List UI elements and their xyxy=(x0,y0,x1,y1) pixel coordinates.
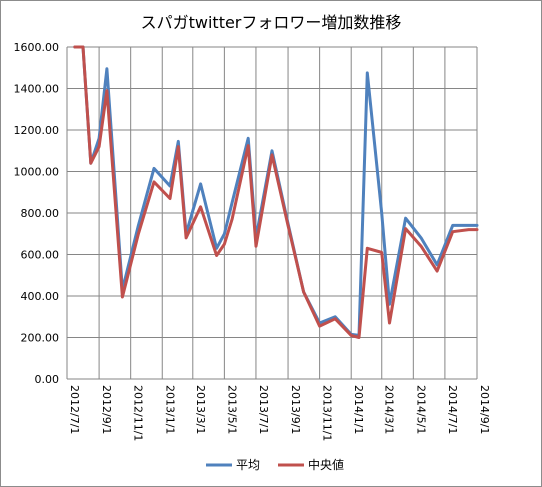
legend-label-1: 平均 xyxy=(236,458,260,472)
x-tick-label: 2012/7/1 xyxy=(68,385,81,434)
series-line-2 xyxy=(73,45,479,339)
x-tick-label: 2013/5/1 xyxy=(225,385,238,434)
y-tick-label: 600.00 xyxy=(21,249,60,262)
y-tick-label: 1600.00 xyxy=(14,41,60,54)
y-tick-label: 400.00 xyxy=(21,290,60,303)
x-tick-label: 2012/9/1 xyxy=(100,385,113,434)
x-tick-label: 2014/1/1 xyxy=(352,385,365,434)
chart-title: スパガtwitterフォロワー増加数推移 xyxy=(140,13,402,32)
y-tick-label: 1000.00 xyxy=(14,166,60,179)
x-tick-label: 2014/5/1 xyxy=(414,385,427,434)
y-tick-label: 1400.00 xyxy=(14,83,60,96)
x-tick-label: 2012/11/1 xyxy=(132,385,145,441)
x-tick-label: 2014/7/1 xyxy=(446,385,459,434)
x-tick-label: 2014/9/1 xyxy=(478,385,491,434)
y-tick-label: 1200.00 xyxy=(14,124,60,137)
y-tick-label: 200.00 xyxy=(21,332,60,345)
legend-label-2: 中央値 xyxy=(308,457,344,472)
x-tick-label: 2013/7/1 xyxy=(257,385,270,434)
x-tick-label: 2013/11/1 xyxy=(321,385,334,441)
y-tick-label: 800.00 xyxy=(21,207,60,220)
x-tick-label: 2013/3/1 xyxy=(194,385,207,434)
y-tick-label: 0.00 xyxy=(35,373,60,386)
x-tick-label: 2013/9/1 xyxy=(289,385,302,434)
x-tick-label: 2014/3/1 xyxy=(383,385,396,434)
x-tick-label: 2013/1/1 xyxy=(163,385,176,434)
